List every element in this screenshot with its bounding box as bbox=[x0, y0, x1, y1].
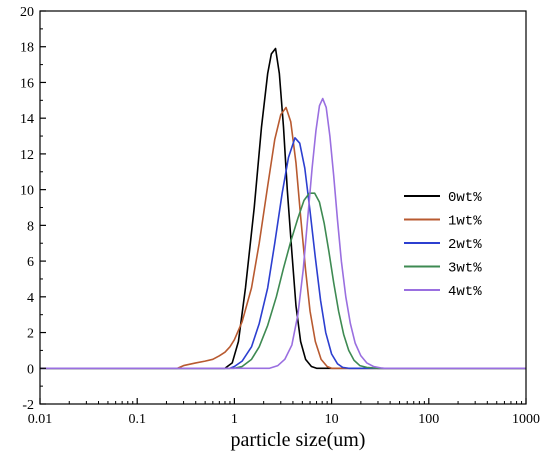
series-line-2 bbox=[40, 137, 526, 370]
plot-frame bbox=[39, 10, 527, 405]
x-axis-title: particle size(um) bbox=[231, 429, 366, 451]
y-tick-label: 12 bbox=[20, 148, 34, 163]
x-tick-label: 100 bbox=[418, 412, 439, 427]
y-tick-label: 4 bbox=[27, 291, 34, 306]
legend-label-4: 4wt% bbox=[448, 284, 482, 300]
y-tick-label: 6 bbox=[27, 255, 34, 270]
y-tick-label: 18 bbox=[20, 41, 34, 56]
series-line-4 bbox=[40, 97, 526, 370]
series-line-0 bbox=[40, 47, 526, 370]
legend-label-3: 3wt% bbox=[448, 261, 482, 277]
series-layer bbox=[40, 47, 526, 370]
series-line-3 bbox=[40, 192, 526, 370]
y-tick-label: -2 bbox=[22, 398, 34, 413]
y-tick-label: 0 bbox=[27, 362, 34, 377]
x-tick-label: 1000 bbox=[512, 412, 540, 427]
x-tick-label: 0.1 bbox=[128, 412, 146, 427]
y-tick-label: 20 bbox=[20, 5, 34, 20]
legend-label-1: 1wt% bbox=[448, 214, 482, 230]
x-tick-label: 1 bbox=[231, 412, 238, 427]
y-tick-label: 14 bbox=[20, 112, 34, 127]
series-line-1 bbox=[40, 106, 526, 370]
x-axis: 0.01 0.1 1 10 100 1000 bbox=[28, 398, 540, 427]
y-tick-label: 16 bbox=[20, 76, 34, 91]
y-tick-label: 10 bbox=[20, 184, 34, 199]
legend-label-2: 2wt% bbox=[448, 237, 482, 253]
y-tick-label: 8 bbox=[27, 219, 34, 234]
y-axis: -2 0 2 4 6 8 10 12 14 16 18 20 bbox=[20, 5, 46, 413]
x-tick-label: 0.01 bbox=[28, 412, 53, 427]
legend-label-0: 0wt% bbox=[448, 190, 482, 206]
x-tick-label: 10 bbox=[325, 412, 339, 427]
legend: 0wt% 1wt% 2wt% 3wt% 4wt% bbox=[404, 190, 482, 300]
y-tick-label: 2 bbox=[27, 327, 34, 342]
